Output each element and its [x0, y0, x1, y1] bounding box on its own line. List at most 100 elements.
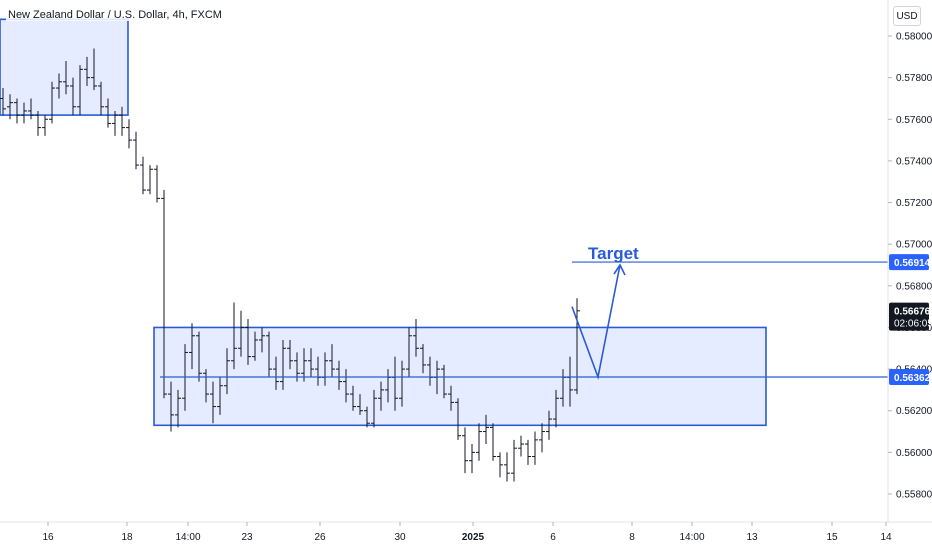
ohlc-bar	[133, 131, 139, 170]
ohlc-bar	[224, 348, 230, 395]
time-tick-label: 6	[550, 532, 556, 543]
price-tick-label: 0.55800	[896, 490, 932, 501]
time-tick-label: 15	[826, 532, 838, 543]
ohlc-bar	[266, 331, 272, 378]
time-tick-label: 30	[394, 532, 406, 543]
time-tick-label: 18	[121, 532, 133, 543]
ohlc-bar	[140, 156, 146, 195]
ohlc-bar	[217, 377, 223, 415]
ohlc-bar	[175, 389, 181, 428]
ohlc-bar	[280, 339, 286, 390]
ohlc-bar	[98, 81, 104, 116]
ohlc-bar	[203, 369, 209, 403]
ohlc-bar	[497, 452, 503, 478]
time-tick-label: 16	[42, 532, 54, 543]
upper-supply-zone[interactable]	[0, 18, 129, 116]
ohlc-bar	[378, 381, 384, 411]
ohlc-bar	[357, 394, 363, 415]
price-tick-label: 0.57200	[896, 198, 932, 209]
ohlc-bar	[126, 119, 132, 149]
overlays-layer: Target	[160, 244, 888, 380]
target-price-label[interactable]: 0.56914	[889, 254, 931, 271]
ohlc-bar	[406, 327, 412, 378]
ohlc-bar	[112, 110, 118, 136]
ohlc-bar	[42, 115, 48, 136]
ohlc-bar	[259, 327, 265, 353]
ohlc-bar	[420, 344, 426, 374]
ohlc-bar	[329, 344, 335, 378]
ohlc-bar	[196, 331, 202, 382]
price-tick-label: 0.58000	[896, 32, 932, 43]
target-annotation[interactable]: Target	[588, 244, 639, 263]
price-tick-label: 0.57000	[896, 240, 932, 251]
ohlc-bar	[539, 423, 545, 453]
ohlc-bar	[511, 439, 517, 482]
level-price-label[interactable]: 0.56362	[889, 369, 931, 386]
svg-text:0.56362: 0.56362	[894, 373, 931, 384]
time-tick-label: 23	[241, 532, 253, 543]
ohlc-bar	[371, 389, 377, 428]
ohlc-bar	[14, 98, 20, 124]
ohlc-bar	[301, 348, 307, 382]
ohlc-bar	[168, 381, 174, 432]
price-tick-label: 0.56800	[896, 281, 932, 292]
ohlc-bar	[77, 65, 83, 116]
ohlc-bar	[532, 431, 538, 465]
zones-layer	[0, 18, 767, 427]
ohlc-bar	[525, 439, 531, 465]
price-tick-label: 0.56200	[896, 406, 932, 417]
ohlc-bar	[448, 385, 454, 411]
ohlc-bar	[70, 77, 76, 116]
time-tick-label: 8	[629, 532, 635, 543]
currency-button[interactable]: USD	[893, 6, 921, 26]
ohlc-bar	[252, 331, 258, 361]
ohlc-bar	[35, 110, 41, 136]
ohlc-bar	[483, 414, 489, 445]
time-axis[interactable]: 16 18 14:00 23 26 30 2025 6 8 14:00 13 15 14	[42, 522, 892, 543]
price-tick-label: 0.57400	[896, 156, 932, 167]
ohlc-bar	[161, 190, 167, 399]
ohlc-bar	[455, 398, 461, 440]
ohlc-bar	[154, 165, 160, 203]
ohlc-bar	[490, 423, 496, 461]
ohlc-bar	[84, 56, 90, 86]
symbol-title[interactable]: New Zealand Dollar / U.S. Dollar, 4h, FX…	[6, 9, 224, 21]
ohlc-bar	[56, 73, 62, 99]
ohlc-bar	[574, 298, 580, 395]
ohlc-bar	[147, 165, 153, 195]
ohlc-bar	[231, 302, 237, 370]
projection-path[interactable]	[571, 264, 621, 380]
ohlc-bar	[273, 356, 279, 390]
ohlc-bar	[413, 319, 419, 357]
range-demand-zone[interactable]	[153, 326, 767, 427]
ohlc-bar	[504, 452, 510, 482]
time-tick-label: 2025	[462, 532, 485, 543]
ohlc-bar	[245, 319, 251, 365]
ohlc-bar	[350, 385, 356, 411]
ohlc-bar	[287, 339, 293, 370]
ohlc-bar	[63, 60, 69, 95]
svg-text:0.56914: 0.56914	[894, 258, 931, 269]
time-tick-label: 14:00	[175, 532, 200, 543]
time-tick-label: 14	[880, 532, 892, 543]
ohlc-bar	[7, 94, 13, 120]
ohlc-bar	[21, 102, 27, 124]
ohlc-bar	[462, 427, 468, 474]
ohlc-bar	[399, 360, 405, 407]
ohlc-bar	[518, 435, 524, 457]
ohlc-bar	[336, 360, 342, 390]
price-tick-label: 0.57600	[896, 115, 932, 126]
ohlc-bar	[441, 364, 447, 399]
ohlc-bar	[364, 406, 370, 428]
ohlc-bar	[553, 389, 559, 428]
price-tick-label: 0.57800	[896, 73, 932, 84]
time-tick-label: 26	[314, 532, 326, 543]
ohlc-bar	[119, 106, 125, 136]
time-tick-label: 14:00	[679, 532, 704, 543]
ohlc-bar	[28, 98, 34, 120]
ohlc-bar	[546, 410, 552, 440]
ohlc-bar	[238, 310, 244, 357]
ohlc-bar	[308, 348, 314, 378]
